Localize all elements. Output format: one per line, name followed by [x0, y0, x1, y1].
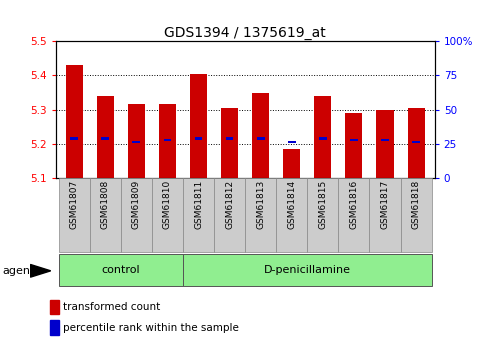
Text: GSM61811: GSM61811 — [194, 180, 203, 229]
Text: GSM61816: GSM61816 — [349, 180, 358, 229]
Bar — [183, 178, 214, 252]
Text: control: control — [101, 265, 140, 275]
Bar — [71, 137, 78, 139]
Text: GSM61815: GSM61815 — [318, 180, 327, 229]
Polygon shape — [30, 265, 51, 277]
Bar — [381, 139, 389, 141]
Bar — [152, 178, 183, 252]
Bar — [245, 178, 276, 252]
Bar — [369, 178, 400, 252]
Bar — [58, 254, 183, 286]
Bar — [307, 178, 339, 252]
Bar — [101, 137, 109, 139]
Text: transformed count: transformed count — [63, 302, 160, 312]
Bar — [226, 137, 233, 139]
Text: GSM61807: GSM61807 — [70, 180, 79, 229]
Bar — [195, 137, 202, 139]
Bar — [339, 178, 369, 252]
Bar — [319, 137, 327, 139]
Bar — [257, 137, 265, 139]
Bar — [121, 178, 152, 252]
Bar — [314, 96, 331, 178]
Bar — [97, 96, 114, 178]
Bar — [350, 139, 358, 141]
Bar — [50, 299, 59, 314]
Text: agent: agent — [2, 266, 35, 276]
Bar — [50, 320, 59, 335]
Bar — [66, 65, 83, 178]
Bar — [159, 105, 176, 178]
Text: GSM61808: GSM61808 — [101, 180, 110, 229]
Bar — [376, 109, 394, 178]
Text: GSM61812: GSM61812 — [225, 180, 234, 229]
Bar — [128, 105, 145, 178]
Bar — [345, 113, 362, 178]
Bar — [283, 149, 300, 178]
Bar — [132, 141, 140, 143]
Text: GSM61813: GSM61813 — [256, 180, 265, 229]
Text: GSM61814: GSM61814 — [287, 180, 296, 229]
Bar — [276, 178, 307, 252]
Bar — [183, 254, 432, 286]
Bar — [221, 108, 238, 178]
Bar — [252, 92, 269, 178]
Bar — [288, 141, 296, 143]
Bar — [214, 178, 245, 252]
Text: GSM61810: GSM61810 — [163, 180, 172, 229]
Bar — [400, 178, 432, 252]
Text: percentile rank within the sample: percentile rank within the sample — [63, 323, 239, 333]
Text: GSM61817: GSM61817 — [381, 180, 389, 229]
Bar — [58, 178, 90, 252]
Bar — [408, 108, 425, 178]
Bar — [90, 178, 121, 252]
Text: GSM61809: GSM61809 — [132, 180, 141, 229]
Bar — [412, 141, 420, 143]
Text: GSM61818: GSM61818 — [412, 180, 421, 229]
Text: D-penicillamine: D-penicillamine — [264, 265, 351, 275]
Bar — [190, 74, 207, 178]
Bar — [164, 139, 171, 141]
Title: GDS1394 / 1375619_at: GDS1394 / 1375619_at — [164, 26, 326, 40]
